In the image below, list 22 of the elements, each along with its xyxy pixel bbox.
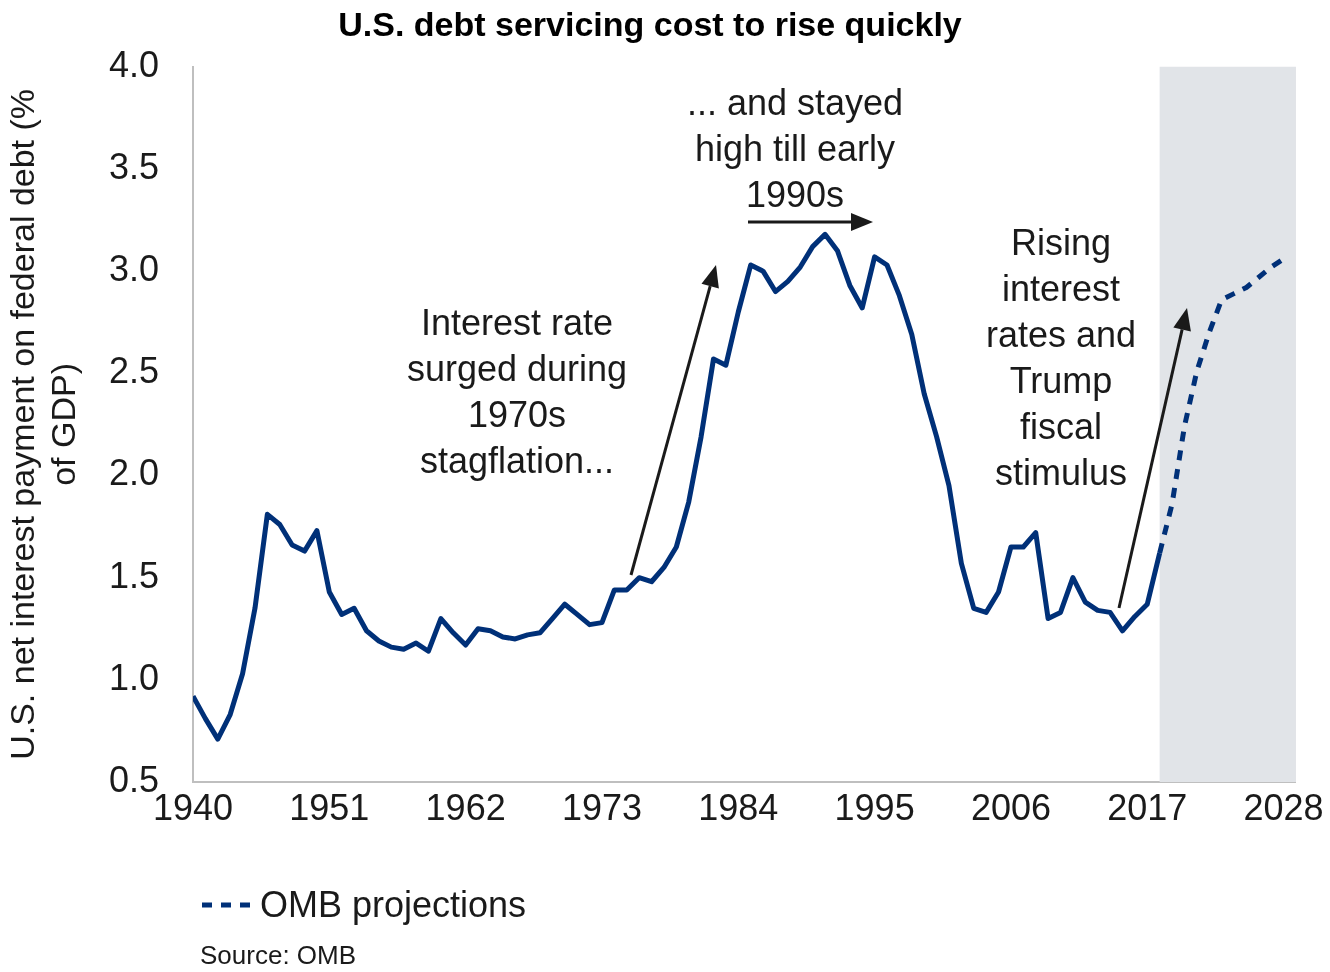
y-tick-label: 4.0 — [108, 43, 159, 85]
x-tick-label: 1962 — [425, 786, 506, 828]
y-axis-title: U.S. net interest payment on federal debt (% of GDP) — [2, 88, 82, 760]
x-tick-label: 1973 — [561, 786, 643, 828]
x-tick-label: 1995 — [834, 786, 915, 828]
x-tick-label: 2006 — [970, 786, 1051, 828]
annotation: ... and stayed high till early 1990s — [686, 82, 904, 215]
x-tick-label: 1951 — [289, 786, 370, 828]
legend-label: OMB projections — [260, 884, 527, 926]
source-note: Source: OMB — [200, 940, 357, 971]
y-tick-label: 3.5 — [108, 145, 159, 187]
y-tick-label: 2.5 — [108, 350, 159, 392]
x-tick-label: 1984 — [698, 786, 779, 828]
y-tick-label: 1.5 — [108, 554, 159, 596]
annotation: Rising interest rates and Trump fiscal stimulus — [985, 222, 1137, 493]
annotation: Interest rate surged during 1970s stagflation... — [406, 302, 628, 481]
y-tick-label: 3.0 — [108, 248, 159, 290]
chart-title: U.S. debt servicing cost to rise quickly — [338, 4, 962, 43]
x-tick-label: 2028 — [1243, 786, 1324, 828]
y-tick-label: 2.0 — [108, 452, 159, 494]
y-tick-label: 1.0 — [108, 656, 159, 698]
x-tick-label: 2017 — [1107, 786, 1188, 828]
